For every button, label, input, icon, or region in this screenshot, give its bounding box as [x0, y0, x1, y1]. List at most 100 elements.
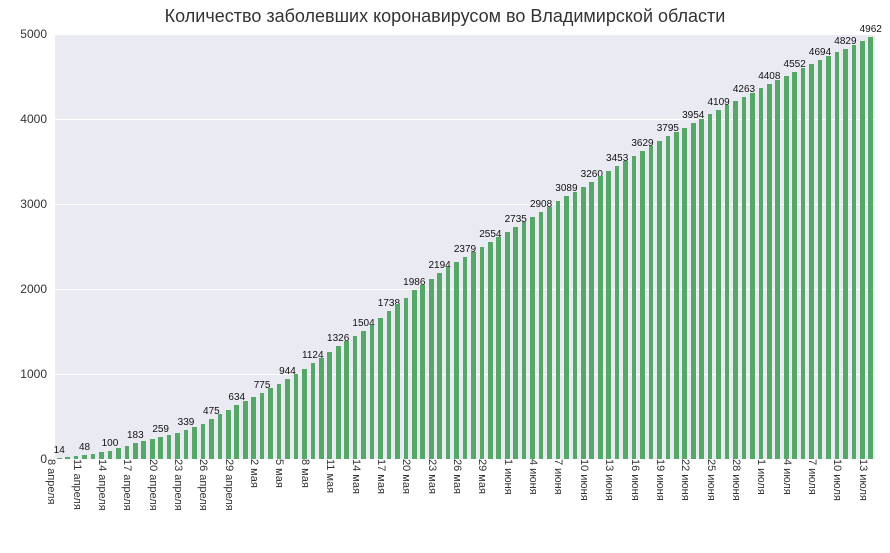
- bar-value-label: 14: [54, 445, 65, 456]
- x-tick: 13 июля: [857, 459, 875, 501]
- x-tick: 29 апреля: [223, 459, 241, 511]
- bar: [598, 176, 603, 459]
- bar: [632, 156, 637, 459]
- bar: [784, 76, 789, 459]
- x-tick: 28 июня: [730, 459, 748, 501]
- plot-area: 010002000300040005000 144810018325933947…: [55, 34, 875, 459]
- bar: 183: [133, 443, 138, 459]
- x-tick: 19 июня: [654, 459, 672, 501]
- x-tick: 10 июня: [578, 459, 596, 501]
- bar: 2908: [539, 212, 544, 459]
- bar: 2379: [463, 257, 468, 459]
- x-tick: 20 апреля: [147, 459, 165, 511]
- y-tick: 2000: [20, 282, 55, 296]
- x-tick: 16 июня: [629, 459, 647, 501]
- bar: [826, 56, 831, 459]
- bar: 775: [260, 393, 265, 459]
- x-tick: 23 мая: [426, 459, 444, 494]
- bar: 1124: [311, 363, 316, 459]
- bar: 2735: [513, 227, 518, 459]
- bar: [420, 285, 425, 459]
- bar-value-label: 48: [79, 442, 90, 453]
- bar: [91, 454, 96, 459]
- bar: [99, 452, 104, 459]
- bar: [277, 384, 282, 459]
- bar: [699, 119, 704, 459]
- x-tick: 1 июня: [502, 459, 520, 495]
- bar: 4552: [792, 72, 797, 459]
- bar: [243, 401, 248, 459]
- x-tick: 4 июня: [527, 459, 545, 495]
- bar: [150, 439, 155, 459]
- x-tick: 14 мая: [350, 459, 368, 494]
- x-tick: 14 апреля: [96, 459, 114, 511]
- bar: 634: [234, 405, 239, 459]
- x-tick: 23 апреля: [172, 459, 190, 511]
- bar: 1738: [387, 311, 392, 459]
- bar: [674, 132, 679, 459]
- x-tick: 29 мая: [476, 459, 494, 494]
- bar: [649, 146, 654, 459]
- bar-value-label: 4962: [860, 24, 882, 35]
- x-tick: 7 июля: [806, 459, 824, 495]
- bar: 4408: [767, 84, 772, 459]
- bar: [682, 128, 687, 460]
- bar: 1504: [361, 331, 366, 459]
- bar: [116, 448, 121, 459]
- bar: [446, 267, 451, 459]
- x-tick: 8 апреля: [45, 459, 63, 505]
- y-tick: 3000: [20, 197, 55, 211]
- bar: [522, 222, 527, 459]
- bar: [353, 336, 358, 459]
- bar: [725, 105, 730, 459]
- bar: [268, 388, 273, 459]
- bar: [378, 318, 383, 459]
- x-tick: 10 июля: [831, 459, 849, 501]
- bar: [192, 427, 197, 459]
- bars-container: 1448100183259339475634775944112413261504…: [55, 34, 875, 459]
- bar: [370, 325, 375, 459]
- bar: [750, 93, 755, 459]
- x-tick: 17 мая: [375, 459, 393, 494]
- bar: 3629: [640, 151, 645, 459]
- bar: [125, 446, 130, 459]
- bar: [251, 397, 256, 459]
- bar: [327, 352, 332, 459]
- bar: [547, 207, 552, 459]
- x-tick: 7 июня: [552, 459, 570, 495]
- x-tick: 8 мая: [299, 459, 317, 488]
- bar: 3089: [564, 196, 569, 459]
- bar: 100: [108, 451, 113, 460]
- x-tick: 22 июня: [679, 459, 697, 501]
- bar: [581, 187, 586, 459]
- bar: [344, 341, 349, 459]
- bar: [201, 424, 206, 459]
- x-tick: 11 апреля: [71, 459, 89, 510]
- bar: [708, 114, 713, 459]
- bar: 4694: [818, 60, 823, 459]
- x-tick: 13 июня: [603, 459, 621, 501]
- x-tick: 5 мая: [273, 459, 291, 488]
- x-tick: 26 апреля: [197, 459, 215, 511]
- x-tick: 17 апреля: [121, 459, 139, 511]
- bar: 4829: [843, 49, 848, 459]
- bar: 1986: [412, 290, 417, 459]
- bar: [319, 358, 324, 459]
- bar: [471, 252, 476, 459]
- bar: [759, 88, 764, 459]
- bar: [623, 161, 628, 459]
- bar: [294, 374, 299, 459]
- x-tick: 2 мая: [248, 459, 266, 488]
- bar: [657, 141, 662, 459]
- bar: [480, 247, 485, 459]
- bar: [395, 304, 400, 459]
- bar: 4962: [868, 37, 873, 459]
- y-tick: 4000: [20, 112, 55, 126]
- bar: [556, 201, 561, 459]
- bar: [65, 457, 70, 459]
- bar: 3795: [666, 136, 671, 459]
- chart-title: Количество заболевших коронавирусом во В…: [0, 6, 890, 27]
- bar: 944: [285, 379, 290, 459]
- bar: [404, 298, 409, 460]
- bar: 2554: [488, 242, 493, 459]
